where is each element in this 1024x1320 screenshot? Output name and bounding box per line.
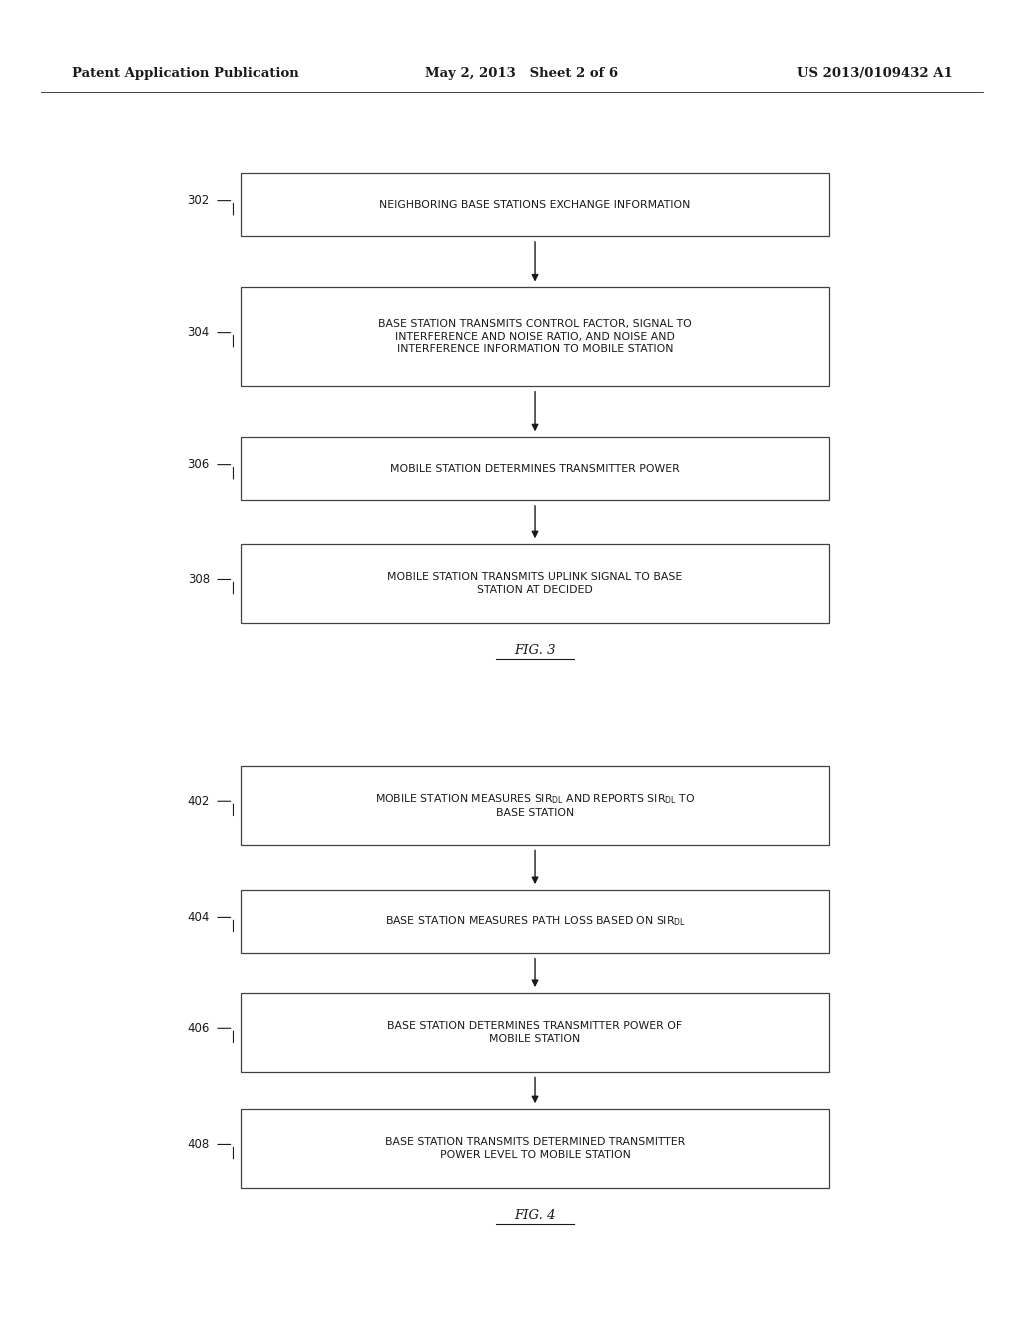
Text: 406: 406 (187, 1022, 210, 1035)
Bar (241, 890, 829, 953)
Text: BASE STATION TRANSMITS CONTROL FACTOR, SIGNAL TO
INTERFERENCE AND NOISE RATIO, A: BASE STATION TRANSMITS CONTROL FACTOR, S… (378, 319, 692, 354)
Text: NEIGHBORING BASE STATIONS EXCHANGE INFORMATION: NEIGHBORING BASE STATIONS EXCHANGE INFOR… (379, 199, 691, 210)
Text: FIG. 4: FIG. 4 (514, 1209, 556, 1222)
Text: FIG. 3: FIG. 3 (514, 644, 556, 657)
Bar (241, 1109, 829, 1188)
Bar (241, 173, 829, 236)
Text: May 2, 2013   Sheet 2 of 6: May 2, 2013 Sheet 2 of 6 (425, 67, 618, 81)
Text: 404: 404 (187, 911, 210, 924)
Bar (241, 437, 829, 500)
Text: BASE STATION TRANSMITS DETERMINED TRANSMITTER
POWER LEVEL TO MOBILE STATION: BASE STATION TRANSMITS DETERMINED TRANSM… (385, 1137, 685, 1160)
Text: MOBILE STATION MEASURES SIR$_{\mathrm{DL}}$ AND REPORTS SIR$_{\mathrm{DL}}$ TO
B: MOBILE STATION MEASURES SIR$_{\mathrm{DL… (375, 792, 695, 818)
Text: 306: 306 (187, 458, 210, 471)
Text: 302: 302 (187, 194, 210, 207)
Text: MOBILE STATION TRANSMITS UPLINK SIGNAL TO BASE
STATION AT DECIDED: MOBILE STATION TRANSMITS UPLINK SIGNAL T… (387, 572, 683, 595)
Text: US 2013/0109432 A1: US 2013/0109432 A1 (797, 67, 952, 81)
Text: BASE STATION DETERMINES TRANSMITTER POWER OF
MOBILE STATION: BASE STATION DETERMINES TRANSMITTER POWE… (387, 1020, 683, 1044)
Bar (241, 544, 829, 623)
Bar (241, 288, 829, 385)
Text: MOBILE STATION DETERMINES TRANSMITTER POWER: MOBILE STATION DETERMINES TRANSMITTER PO… (390, 463, 680, 474)
Text: Patent Application Publication: Patent Application Publication (72, 67, 298, 81)
Text: BASE STATION MEASURES PATH LOSS BASED ON SIR$_{\mathrm{DL}}$: BASE STATION MEASURES PATH LOSS BASED ON… (385, 915, 685, 928)
Text: 402: 402 (187, 795, 210, 808)
Text: 308: 308 (187, 573, 210, 586)
Bar (241, 766, 829, 845)
Text: 304: 304 (187, 326, 210, 339)
Text: 408: 408 (187, 1138, 210, 1151)
Bar (241, 993, 829, 1072)
